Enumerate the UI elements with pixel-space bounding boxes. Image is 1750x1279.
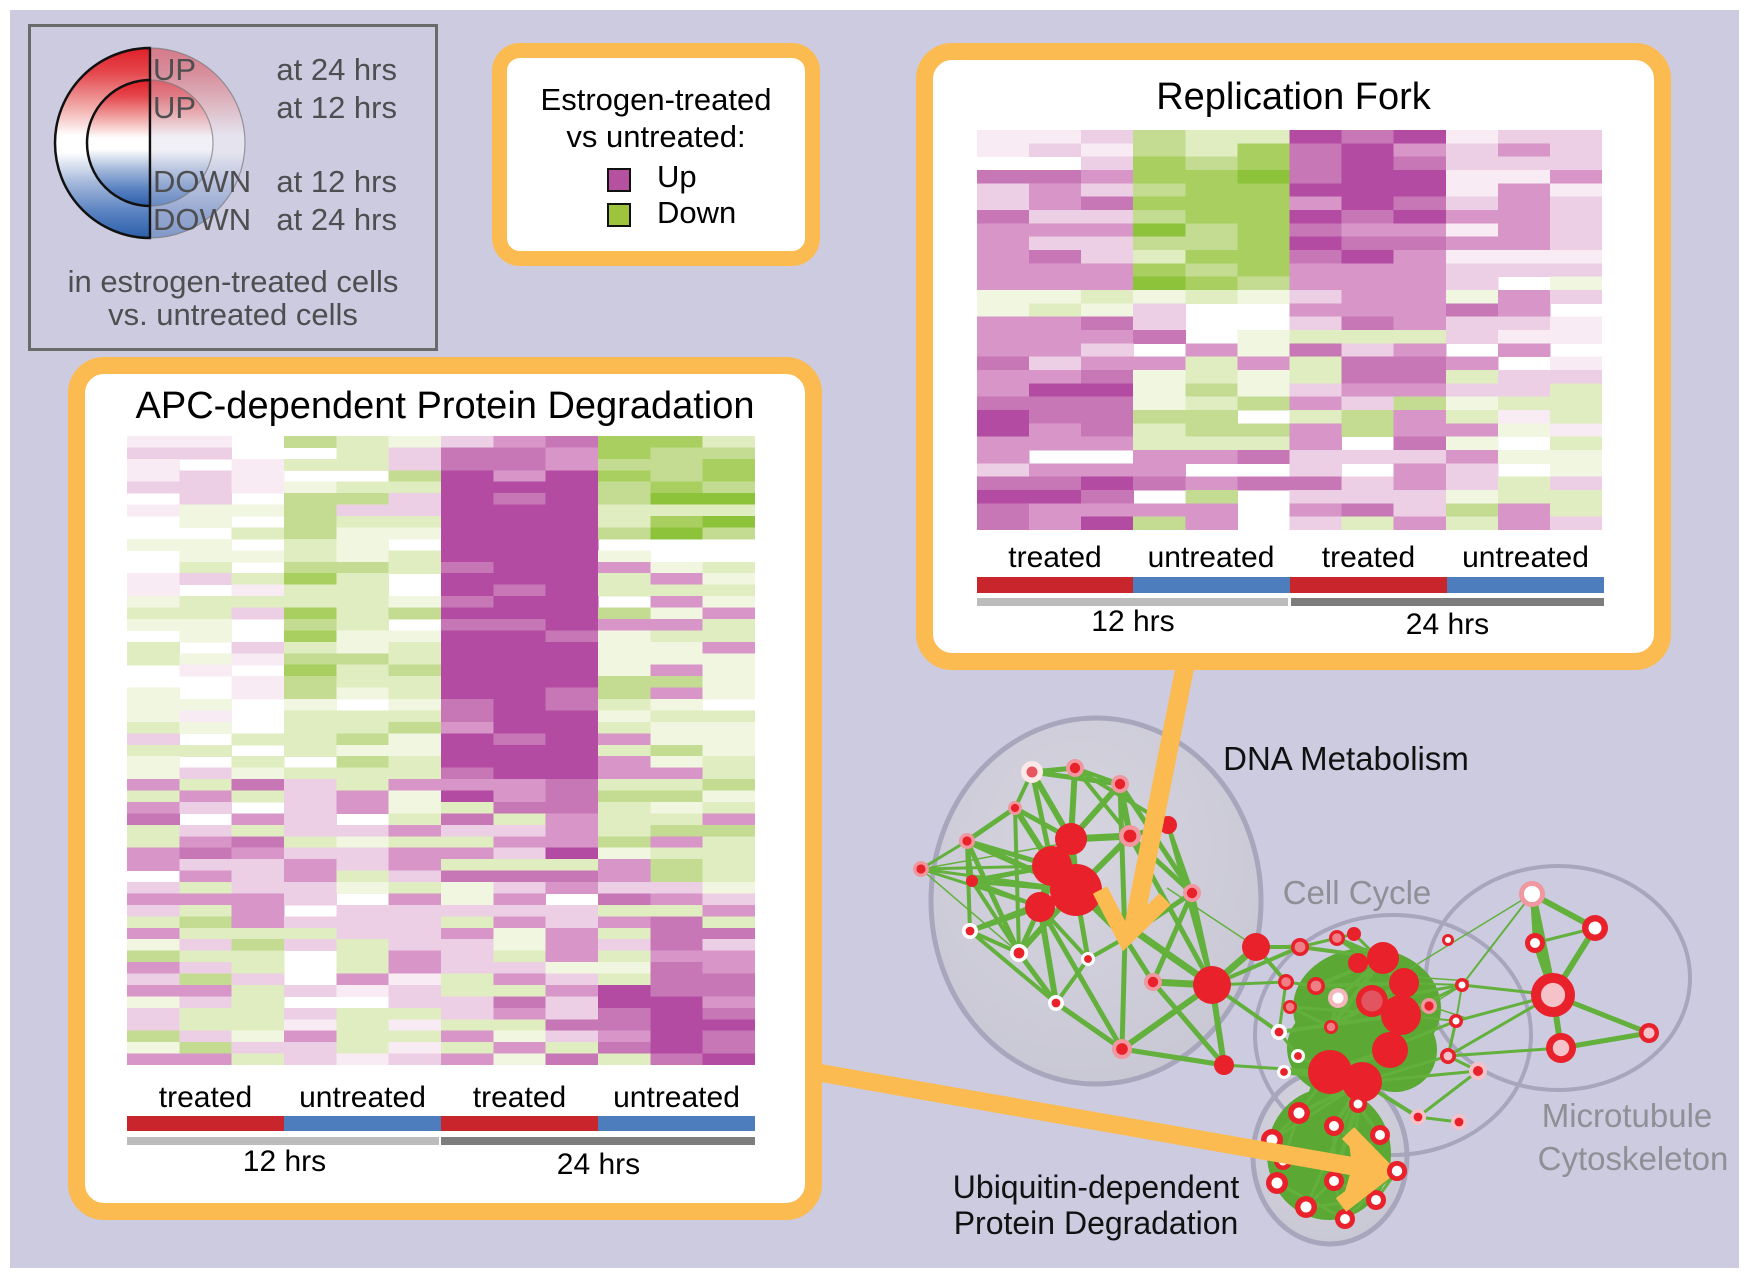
svg-text:Cytoskeleton: Cytoskeleton: [1538, 1140, 1729, 1177]
svg-text:Ubiquitin-dependent: Ubiquitin-dependent: [953, 1169, 1240, 1205]
svg-text:Cell Cycle: Cell Cycle: [1283, 874, 1432, 911]
svg-text:Protein Degradation: Protein Degradation: [954, 1205, 1239, 1241]
svg-text:DNA Metabolism: DNA Metabolism: [1223, 740, 1469, 777]
svg-text:Microtubule: Microtubule: [1542, 1097, 1713, 1134]
